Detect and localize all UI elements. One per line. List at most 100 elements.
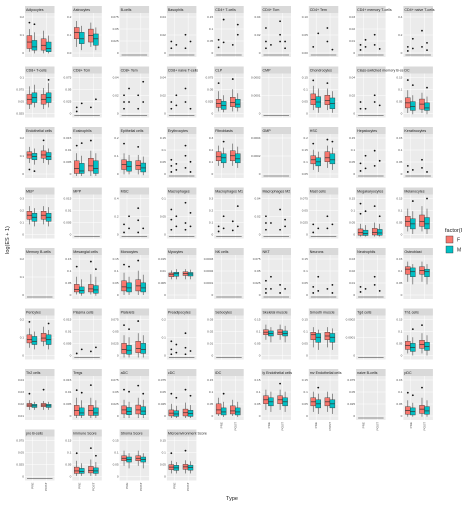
box-body bbox=[357, 228, 364, 236]
facet-strip bbox=[403, 127, 433, 134]
facet-title: Eosinophils bbox=[73, 129, 92, 133]
facet-strip bbox=[166, 308, 197, 316]
y-tick-label: 0.01 bbox=[349, 281, 355, 285]
outlier-point bbox=[33, 23, 36, 26]
y-tick-label: 0.1 bbox=[209, 160, 214, 164]
outlier-point bbox=[189, 40, 192, 43]
outlier-point bbox=[80, 348, 83, 351]
box-body bbox=[235, 99, 241, 108]
facet-title: Smooth muscle bbox=[310, 311, 335, 315]
outlier-point bbox=[142, 80, 145, 83]
outlier-point bbox=[326, 138, 329, 141]
y-tick-label: 0 bbox=[353, 354, 355, 358]
plot-panel bbox=[214, 255, 244, 299]
y-tick-label: 0.05 bbox=[349, 390, 355, 394]
outlier-point bbox=[373, 164, 376, 167]
y-tick-label: 0 bbox=[259, 172, 261, 176]
facet-strip bbox=[119, 66, 150, 74]
facet-title: Pericytes bbox=[26, 311, 41, 315]
plot-panel bbox=[261, 255, 291, 299]
y-tick-label: 0 bbox=[70, 475, 72, 479]
facet-strip bbox=[166, 187, 197, 195]
facet-title: Th2 cells bbox=[26, 371, 41, 375]
facet-title: Megakaryocytes bbox=[357, 190, 383, 194]
y-tick-label: 0.2 bbox=[20, 209, 25, 213]
facet-strip bbox=[72, 66, 102, 74]
y-tick-label: 0.1 bbox=[20, 336, 25, 340]
y-tick-label: 0.05 bbox=[254, 402, 260, 406]
y-tick-label: 0 bbox=[117, 293, 119, 297]
box-body bbox=[126, 407, 132, 415]
facet-title: Tregs bbox=[73, 371, 82, 375]
y-tick-label: 0.4 bbox=[398, 15, 403, 19]
y-tick-label: 0.05 bbox=[113, 330, 119, 334]
outlier-point bbox=[426, 49, 428, 52]
facet-strip bbox=[261, 6, 291, 13]
y-tick-label: 0.3 bbox=[209, 197, 214, 201]
y-tick-label: 0 bbox=[164, 293, 166, 297]
y-tick-label: 0.0001 bbox=[251, 94, 261, 98]
outlier-point bbox=[137, 259, 140, 262]
y-tick-label: 0.05 bbox=[349, 221, 355, 225]
y-tick-label: 0.1 bbox=[398, 88, 403, 92]
y-tick-label: 0.02 bbox=[160, 33, 166, 37]
outlier-point bbox=[265, 228, 267, 231]
y-tick-label: 0.005 bbox=[64, 402, 72, 406]
outlier-point bbox=[411, 47, 414, 50]
facet-strip bbox=[166, 429, 197, 437]
y-tick-label: 0 bbox=[22, 475, 24, 479]
y-tick-label: 0.025 bbox=[111, 402, 119, 406]
box-body bbox=[93, 33, 99, 46]
facet-strip bbox=[261, 187, 291, 195]
facet-dc: DC0.15 0.1 0.05 0 bbox=[396, 66, 433, 118]
y-tick-label: 0.01 bbox=[349, 39, 355, 43]
y-tick-label: 0.005 bbox=[64, 160, 72, 164]
facet-title: MPP bbox=[73, 190, 81, 194]
outlier-point bbox=[184, 33, 187, 36]
y-tick-label: 0.04 bbox=[160, 76, 166, 80]
facet-strip bbox=[308, 187, 339, 195]
y-tick-label: 0 bbox=[259, 112, 261, 116]
box-body bbox=[126, 345, 132, 355]
y-tick-label: 0.1 bbox=[351, 148, 356, 152]
plot-panel bbox=[166, 134, 197, 178]
box-body bbox=[74, 466, 80, 474]
y-tick-label: 0.01 bbox=[65, 330, 71, 334]
outlier-point bbox=[411, 169, 414, 171]
y-tick-label: 0.15 bbox=[349, 197, 355, 201]
outlier-point bbox=[75, 144, 78, 147]
outlier-point bbox=[128, 215, 130, 218]
y-tick-label: 0.1 bbox=[114, 451, 119, 455]
box-body bbox=[220, 407, 227, 416]
plot-panel bbox=[119, 13, 150, 57]
y-tick-label: 0 bbox=[211, 414, 213, 418]
y-tick-label: 0.05 bbox=[396, 100, 402, 104]
outlier-point bbox=[175, 215, 178, 218]
y-tick-label: 0.15 bbox=[396, 136, 402, 140]
facet-strip bbox=[356, 187, 386, 195]
box-body bbox=[88, 158, 94, 172]
outlier-point bbox=[373, 149, 376, 152]
box-body bbox=[79, 32, 85, 44]
outlier-point bbox=[47, 322, 50, 325]
outlier-point bbox=[137, 107, 140, 110]
outlier-point bbox=[123, 263, 125, 266]
facet-title: MSC bbox=[121, 190, 129, 194]
facet-strip bbox=[403, 187, 433, 195]
facet-strip bbox=[356, 127, 386, 134]
facet-title: CD4+ Tem bbox=[310, 8, 327, 12]
outlier-point bbox=[279, 208, 281, 211]
facet-strip bbox=[25, 308, 55, 316]
y-axis-title: log(ES + 1) bbox=[5, 226, 11, 254]
y-tick-label: 0.075 bbox=[158, 378, 166, 382]
y-tick-label: 0.05 bbox=[113, 281, 119, 285]
plot-panel bbox=[214, 13, 244, 57]
plot-panel bbox=[214, 315, 244, 360]
